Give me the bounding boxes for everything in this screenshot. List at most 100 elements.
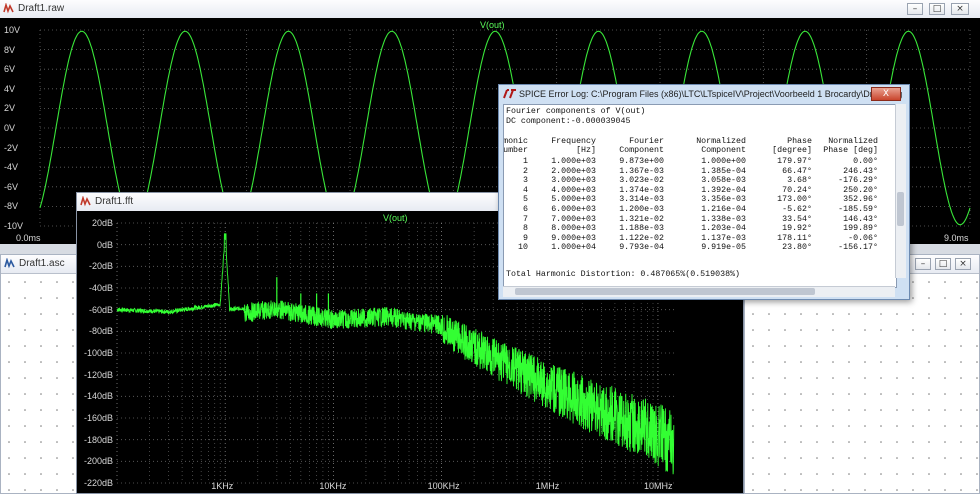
table-header-cell: Normalized (696, 137, 746, 146)
time-trace-label: V(out) (480, 20, 505, 30)
minimize-button[interactable]: – (907, 3, 923, 15)
thd-line: Total Harmonic Distortion: 0.487065%(0.5… (506, 270, 741, 279)
schematic-window-left: Draft1.asc (0, 254, 81, 494)
time-y-tick-label: 4V (4, 83, 16, 94)
table-row-cell: 3.023e-02 (619, 176, 664, 186)
table-row-cell: 1.000e+00 (701, 157, 746, 166)
table-header-cell: Phase [deg] (823, 146, 878, 155)
table-row-cell: -156.17° (838, 243, 878, 253)
schematic-titlebar[interactable]: Draft1.asc (1, 255, 79, 274)
table-row-cell: 9.793e-04 (619, 243, 664, 253)
time-series-line (39, 30, 971, 226)
time-y-tick-label: -8V (4, 201, 19, 212)
error-log-horizontal-scrollbar[interactable] (503, 286, 895, 297)
fft-y-tick-label: -140dB (83, 391, 113, 402)
fft-trace-label: V(out) (383, 213, 408, 223)
time-y-tick-label: 6V (4, 64, 16, 75)
dc-component-line: DC component:-0.000039045 (506, 117, 631, 126)
fft-y-tick-label: 20dB (91, 218, 113, 228)
spice-error-log-dialog: SPICE Error Log: C:\Program Files (x86)\… (498, 84, 910, 300)
error-log-text-area[interactable]: Fourier components of V(out) DC componen… (503, 104, 897, 288)
table-row-cell: 250.20° (843, 185, 878, 195)
table-header-cell: Harmonic (503, 137, 528, 146)
hscroll-thumb[interactable] (515, 288, 815, 295)
fft-y-tick-label: -180dB (83, 434, 113, 445)
fft-y-tick-label: -20dB (88, 261, 113, 272)
table-row-cell: 3 (523, 176, 528, 186)
schematic-dot-grid-right (745, 274, 980, 494)
error-log-vertical-scrollbar[interactable] (895, 104, 906, 278)
fft-y-tick-label: -120dB (83, 369, 113, 380)
table-row-cell: 179.97° (777, 157, 812, 166)
waveform-app-icon (3, 3, 14, 14)
table-row-cell: -5.62° (782, 205, 812, 214)
time-y-tick-label: -10V (4, 221, 24, 231)
table-header-cell: Fourier (629, 137, 664, 146)
table-header-cell: Frequency (551, 137, 596, 146)
fft-y-tick-label: -60dB (88, 304, 113, 315)
table-row-cell: 66.47° (782, 166, 812, 176)
time-window-titlebar[interactable]: Draft1.raw – □ × (0, 0, 980, 19)
table-row-cell: 173.00° (777, 195, 812, 205)
time-y-tick-label: -6V (4, 181, 19, 192)
table-header-cell: Normalized (828, 137, 878, 146)
fft-y-tick-label: -160dB (83, 413, 113, 423)
fft-x-tick-label: 1KHz (211, 481, 234, 491)
fft-y-tick-label: -40dB (88, 283, 113, 293)
table-row-cell: 199.89° (843, 224, 878, 234)
table-row-cell: 1.216e-04 (701, 205, 746, 214)
schematic-window-title: Draft1.asc (19, 258, 65, 269)
scroll-thumb[interactable] (897, 192, 904, 226)
table-row-cell: 2 (523, 166, 528, 176)
table-row-cell: 1.188e-03 (619, 224, 664, 234)
table-row-cell: 10 (518, 243, 528, 253)
schematic-close-button[interactable]: × (955, 258, 971, 270)
time-y-tick-label: -2V (4, 142, 19, 153)
time-y-tick-label: 2V (4, 103, 16, 114)
time-y-tick-label: 8V (4, 44, 16, 55)
schematic-dot-grid (1, 274, 81, 494)
table-row-cell: 8 (523, 224, 528, 234)
table-row-cell: 3.68° (787, 176, 812, 186)
table-row-cell: 3.314e-03 (619, 195, 664, 205)
time-y-tick-label: -4V (4, 162, 19, 173)
table-row-cell: 1.392e-04 (701, 185, 746, 195)
table-row-cell: 246.43° (843, 166, 878, 176)
maximize-button[interactable]: □ (929, 3, 945, 15)
close-button[interactable]: × (951, 3, 969, 15)
fft-series-line (116, 233, 675, 475)
schematic-app-icon (4, 258, 15, 269)
error-log-close-button[interactable]: X (871, 87, 901, 101)
table-row-cell: 6.000e+03 (551, 205, 596, 214)
time-y-tick-label: 10V (4, 25, 21, 35)
table-row-cell: 146.43° (843, 214, 878, 224)
table-header-cell: [degree] (772, 146, 812, 155)
table-row-cell: 33.54° (782, 214, 812, 224)
fft-window-title: Draft1.fft (95, 196, 134, 207)
table-row-cell: 4 (523, 185, 528, 195)
table-row-cell: -0.06° (848, 233, 878, 243)
table-row-cell: 3.000e+03 (551, 176, 596, 186)
fourier-heading: Fourier components of V(out) (506, 107, 646, 116)
table-row-cell: 23.80° (782, 243, 812, 253)
fft-x-tick-label: 10KHz (319, 481, 347, 491)
table-row-cell: 1.200e-03 (619, 205, 664, 214)
table-row-cell: -176.29° (838, 176, 878, 186)
table-row-cell: 1.137e-03 (701, 233, 746, 243)
table-row-cell: 1.321e-02 (619, 214, 664, 224)
table-header-cell: Component (619, 146, 664, 155)
error-log-title: SPICE Error Log: C:\Program Files (x86)\… (519, 89, 903, 99)
fft-y-tick-label: -200dB (83, 456, 113, 467)
table-row-cell: 1.203e-04 (701, 224, 746, 234)
table-row-cell: 178.11° (777, 233, 812, 243)
schematic-minimize-button[interactable]: – (915, 258, 931, 270)
table-row-cell: 1.374e-03 (619, 185, 664, 195)
table-header-cell: Number (503, 146, 528, 155)
table-row-cell: 1.367e-03 (619, 166, 664, 176)
table-row-cell: 4.000e+03 (551, 185, 596, 195)
table-row-cell: 3.058e-03 (701, 176, 746, 186)
table-row-cell: 5.000e+03 (551, 195, 596, 205)
schematic-maximize-button[interactable]: □ (935, 258, 951, 270)
time-x-end-label: 9.0ms (944, 233, 969, 243)
table-row-cell: -185.59° (838, 205, 878, 214)
